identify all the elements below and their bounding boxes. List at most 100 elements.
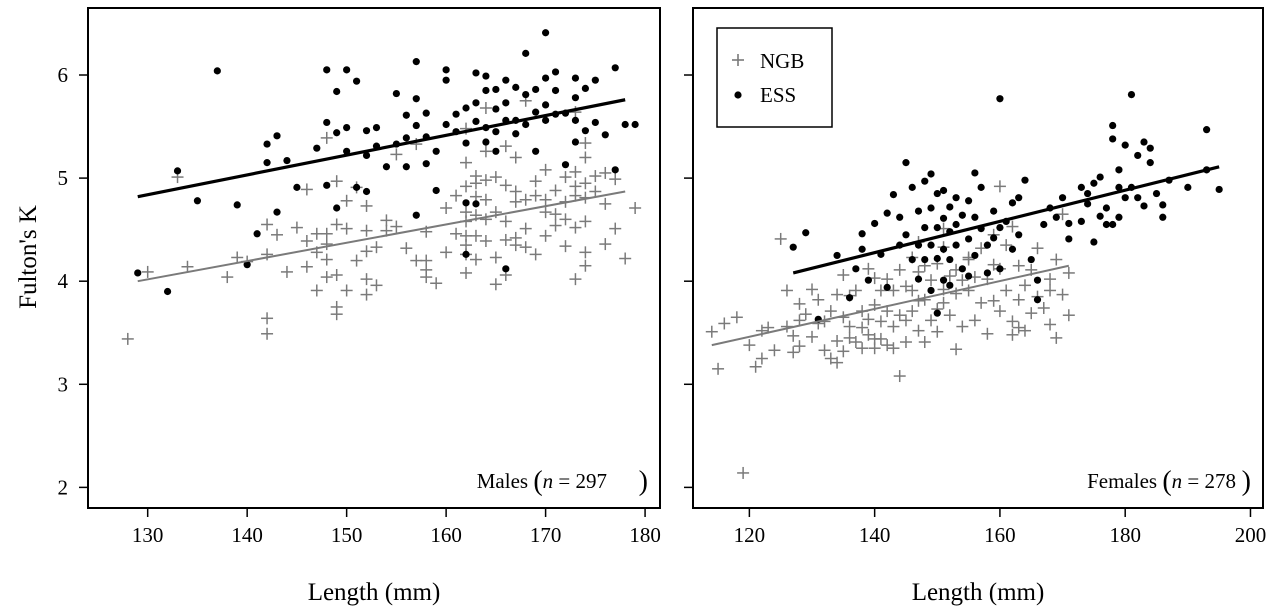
point-ess (1121, 141, 1129, 149)
point-ngb (806, 283, 819, 296)
point-ngb (559, 213, 572, 226)
point-ess (933, 223, 941, 232)
point-ngb (231, 251, 244, 264)
point-ess (802, 229, 810, 237)
point-ess (845, 294, 854, 302)
point-ngb (360, 199, 373, 212)
point-ess (591, 118, 599, 127)
plot-frame-males (87, 7, 661, 509)
point-ngb (450, 227, 463, 240)
point-ess (952, 194, 960, 202)
point-ngb (310, 284, 323, 297)
point-ngb (1037, 302, 1050, 314)
point-ngb (956, 274, 969, 287)
point-ess (1134, 151, 1142, 160)
point-ngb (912, 324, 925, 337)
point-ngb (519, 193, 532, 206)
trend-line-ess (137, 98, 626, 199)
point-ngb (937, 296, 950, 309)
point-ess (1109, 220, 1117, 229)
point-ngb (849, 336, 862, 349)
point-ngb (559, 240, 572, 253)
trend-lines-males (137, 98, 626, 283)
point-ngb (818, 344, 831, 357)
point-ess (933, 309, 941, 317)
point-ngb (868, 342, 881, 355)
point-ess (1115, 213, 1123, 221)
point-ess (512, 130, 520, 138)
point-ngb (737, 466, 750, 479)
points-females (705, 90, 1223, 479)
point-ess (532, 108, 540, 116)
point-ess (542, 74, 550, 82)
point-ngb (874, 332, 887, 345)
point-ngb (1050, 253, 1063, 266)
legend-box (716, 27, 833, 128)
legend: NGB ESS (716, 27, 833, 128)
point-ess (858, 230, 866, 238)
point-ngb (743, 339, 756, 352)
point-ngb (579, 246, 592, 259)
point-ess (996, 95, 1004, 103)
point-ess (412, 121, 420, 130)
point-ngb (987, 294, 1000, 307)
point-ess (1121, 194, 1129, 202)
point-ess (412, 58, 420, 66)
point-ngb (340, 222, 353, 235)
point-ngb (499, 233, 512, 246)
x-tick-label: 180 (1109, 523, 1141, 547)
point-ngb (460, 266, 473, 279)
point-ess (333, 129, 341, 137)
point-ngb (1018, 279, 1031, 292)
point-ess (1146, 159, 1154, 167)
point-ess (1115, 166, 1123, 174)
point-ngb (390, 148, 403, 161)
point-ess (939, 186, 948, 195)
point-ngb (943, 309, 956, 322)
point-ngb (509, 151, 522, 164)
point-ess (858, 245, 866, 253)
point-ess (965, 235, 973, 243)
point-ngb (181, 260, 194, 273)
point-ngb (906, 305, 919, 318)
point-ngb (1044, 284, 1057, 297)
point-ngb (261, 327, 274, 340)
point-ess (273, 132, 281, 140)
point-ess (983, 241, 991, 249)
point-ess (971, 251, 979, 260)
point-ngb (330, 308, 343, 321)
point-ess (581, 127, 589, 135)
point-ess (362, 151, 371, 160)
panel-females: 120 140 160 180 200 Females (n = 278 ) Lengt… (684, 7, 1266, 606)
point-ess (871, 219, 879, 228)
point-ess (352, 183, 361, 191)
point-ngb (440, 202, 453, 214)
point-ngb (887, 284, 900, 297)
point-ess (323, 181, 331, 189)
point-ess (492, 85, 500, 94)
point-ngb (420, 254, 433, 267)
tick-group-males: 130 140 150 160 170 180 2 3 4 5 6 (58, 63, 661, 547)
point-ess (213, 67, 221, 75)
point-ngb (489, 278, 502, 291)
point-ngb (469, 253, 482, 266)
point-ess (482, 86, 490, 95)
point-ngb (881, 273, 894, 286)
point-ngb (300, 234, 313, 247)
x-tick-label: 140 (859, 523, 891, 547)
point-ngb (549, 208, 562, 221)
point-ess (323, 118, 331, 127)
point-ngb (579, 259, 592, 272)
point-ess (472, 117, 480, 126)
point-ess (333, 204, 341, 212)
point-ngb (962, 284, 975, 297)
point-ngb (931, 325, 944, 338)
point-ess (927, 241, 935, 249)
point-ess (611, 64, 619, 72)
point-ngb (360, 245, 373, 258)
legend-ess-marker (734, 91, 742, 99)
point-ess (522, 49, 530, 57)
point-ess (933, 189, 941, 198)
point-ess (933, 254, 941, 263)
point-ess (193, 197, 202, 205)
